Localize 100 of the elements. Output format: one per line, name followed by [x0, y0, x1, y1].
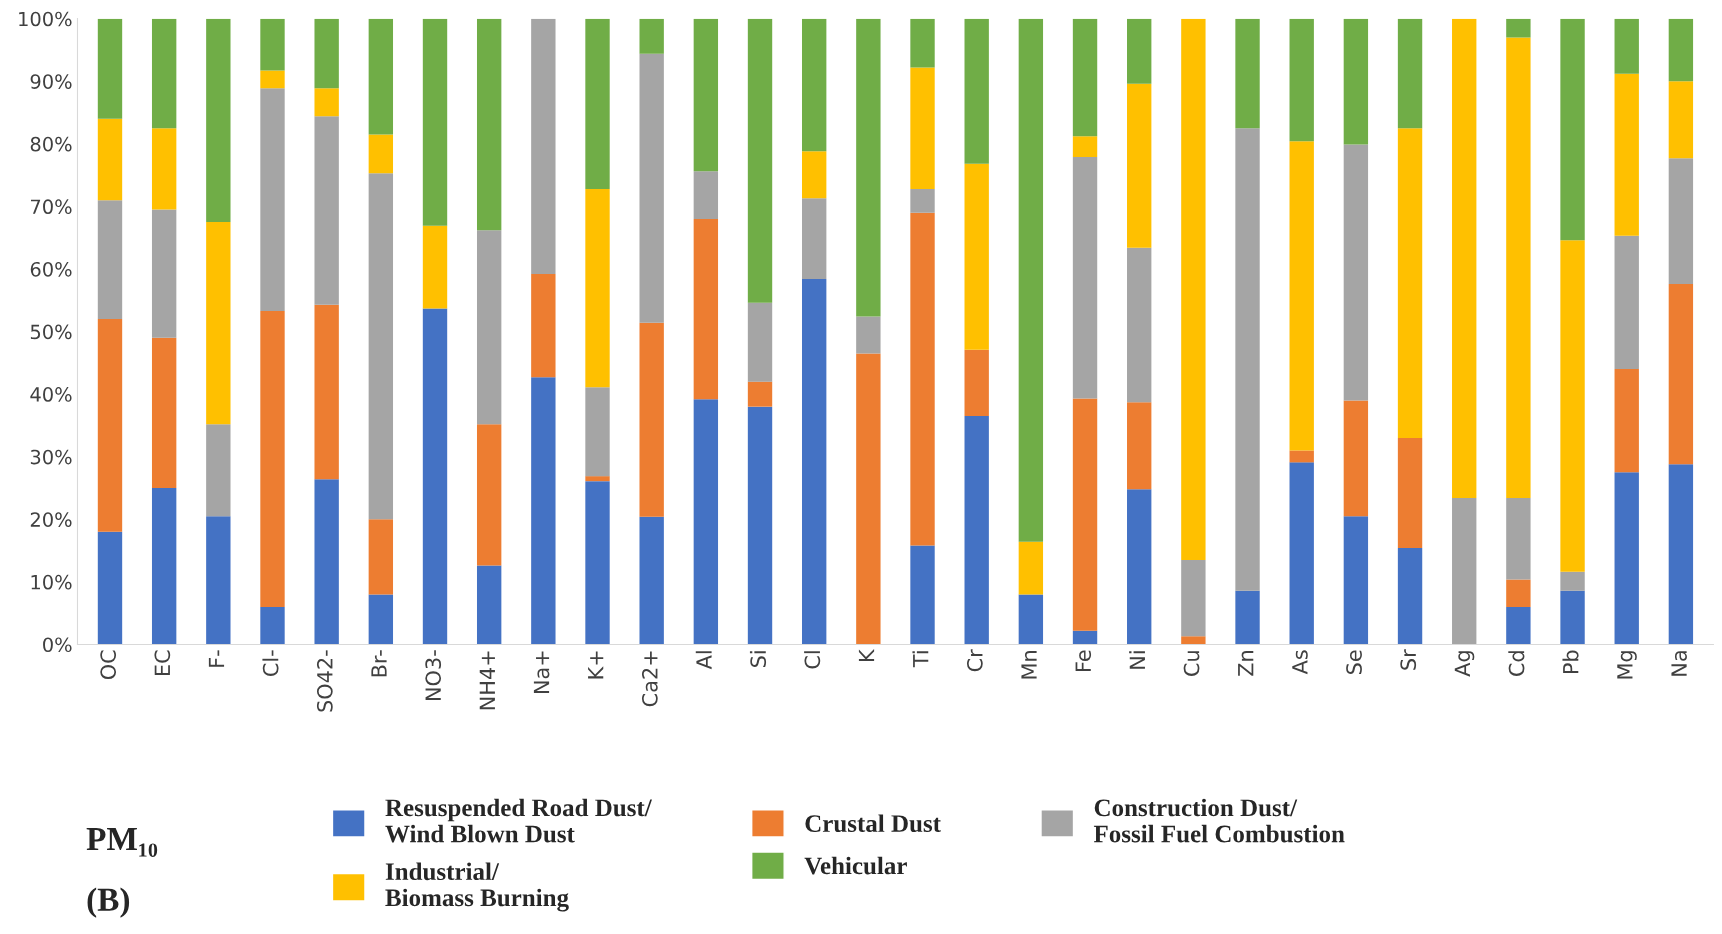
- bar: [1343, 400, 1369, 517]
- bar: [910, 545, 935, 645]
- x-tick-label: Al: [695, 651, 712, 670]
- y-tick-label: 90%: [30, 74, 72, 89]
- bar: [1668, 464, 1694, 645]
- bar: [747, 381, 773, 407]
- bar: [1614, 472, 1639, 645]
- bar: [1127, 18, 1152, 84]
- bar: [964, 349, 989, 417]
- bar: [802, 198, 827, 279]
- bar: [260, 310, 285, 607]
- x-tick-label: Ag: [1454, 651, 1475, 677]
- bar: [1072, 398, 1098, 631]
- bar: [260, 18, 285, 71]
- y-tick-label: 80%: [30, 136, 72, 152]
- bar: [1560, 571, 1585, 591]
- x-tick-label: SO42-: [316, 650, 333, 712]
- bar: [856, 353, 881, 645]
- bar: [151, 337, 177, 489]
- y-tick-label: 20%: [30, 512, 72, 527]
- bar: [422, 18, 448, 226]
- bar: [368, 519, 394, 595]
- bar: [151, 209, 177, 338]
- bar: [910, 18, 935, 68]
- x-tick-label: Ni: [1129, 651, 1145, 669]
- y-tick-label: 100%: [19, 11, 72, 27]
- x-tick-label: Na: [1671, 651, 1687, 676]
- bar: [1235, 18, 1260, 129]
- bar: [151, 488, 177, 645]
- bar: [368, 594, 394, 645]
- x-tick-label: Ca2+: [641, 651, 658, 707]
- x-tick-label: Cu: [1183, 651, 1200, 676]
- bar: [1235, 590, 1260, 645]
- bar: [1072, 156, 1098, 399]
- bar: [1506, 579, 1531, 607]
- bar: [1018, 541, 1044, 595]
- bar: [1018, 594, 1044, 645]
- y-tick-label: 50%: [30, 324, 72, 340]
- bar: [531, 18, 556, 274]
- bar: [1397, 437, 1423, 549]
- bar: [422, 308, 448, 645]
- bar: [1289, 450, 1314, 463]
- text: PM₁₀: [86, 828, 158, 857]
- bar: [1506, 498, 1531, 580]
- x-tick-label: Se: [1346, 650, 1362, 674]
- bar: [1614, 73, 1639, 236]
- bar: [964, 163, 989, 350]
- bar: [314, 304, 339, 480]
- bar: [1181, 636, 1206, 645]
- bar: [314, 116, 339, 305]
- bar: [585, 387, 610, 477]
- bar: [747, 302, 773, 382]
- bar: [1127, 489, 1152, 645]
- bar: [531, 274, 556, 378]
- bar: [1127, 402, 1152, 490]
- bar: [97, 18, 123, 119]
- legend-label: Construction Dust/ Fossil Fuel Combustion: [1093, 798, 1345, 843]
- bar: [693, 18, 719, 172]
- x-tick-label: Mg: [1617, 651, 1637, 679]
- bar: [802, 18, 827, 152]
- bar: [1289, 141, 1314, 451]
- x-tick-label: NO3-: [425, 650, 442, 701]
- bar: [1452, 18, 1477, 499]
- bar: [476, 424, 502, 566]
- bar: [97, 531, 123, 645]
- bar: [1668, 81, 1694, 159]
- bar: [260, 88, 285, 311]
- bar: [1560, 240, 1585, 572]
- bar: [964, 18, 989, 164]
- bar: [1343, 18, 1369, 145]
- x-tick-label: K: [858, 648, 875, 661]
- x-tick-label: F-: [208, 650, 225, 667]
- x-tick-label: NH4+: [479, 651, 495, 710]
- bar: [1343, 516, 1369, 645]
- x-tick-label: OC: [100, 650, 117, 680]
- legend-label: Industrial/ Biomass Burning: [385, 862, 569, 912]
- bar: [476, 230, 502, 425]
- bar: [1397, 18, 1423, 129]
- bar: [1614, 18, 1639, 74]
- bar: [1018, 18, 1044, 542]
- bar: [1397, 128, 1423, 438]
- bar: [1235, 128, 1260, 591]
- bar: [1506, 18, 1531, 38]
- bar: [639, 322, 664, 517]
- x-tick-label: Br-: [371, 650, 387, 677]
- bar: [856, 316, 881, 354]
- bar: [1560, 18, 1585, 241]
- bar: [856, 18, 881, 317]
- x-tick-label: Cl: [804, 651, 821, 669]
- x-tick-label: Cd: [1508, 651, 1525, 676]
- bar: [1506, 606, 1531, 645]
- x-tick-label: Si: [749, 651, 767, 667]
- bar: [1127, 83, 1152, 248]
- bar: [1289, 18, 1314, 142]
- bar: [97, 319, 123, 532]
- bar: [206, 222, 231, 425]
- legend-label: Vehicular: [804, 856, 907, 875]
- bar: [260, 70, 285, 89]
- bar: [639, 18, 664, 54]
- legend-label: Resuspended Road Dust/ Wind Blown Dust: [385, 798, 652, 843]
